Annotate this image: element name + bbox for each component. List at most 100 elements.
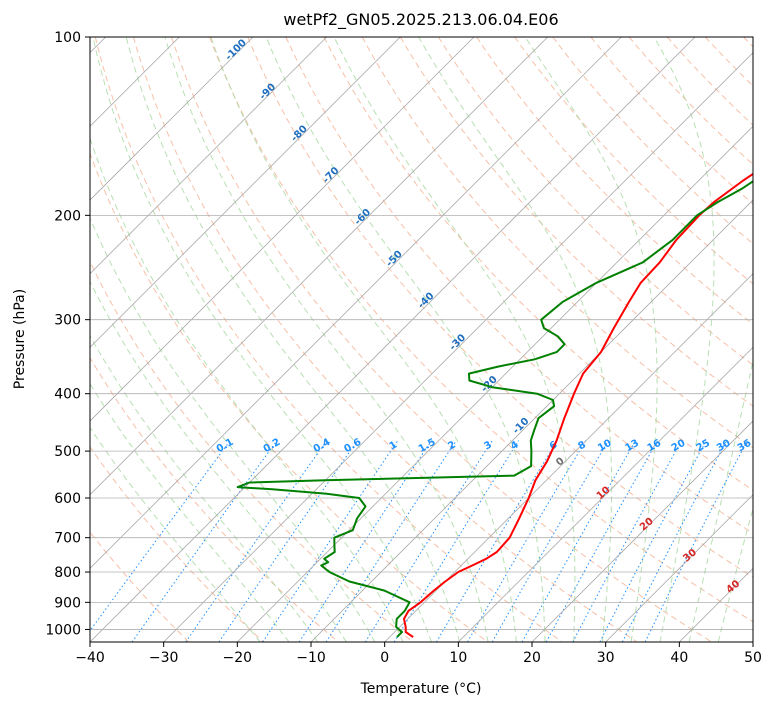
x-tick-label: 30 bbox=[597, 650, 615, 666]
dry-adiabat-label: -60 bbox=[353, 207, 374, 228]
mixing-ratio-line bbox=[325, 440, 457, 642]
mixing-ratio-line bbox=[491, 440, 609, 642]
background-lines bbox=[90, 37, 753, 642]
moist-adiabat-line bbox=[210, 37, 517, 642]
moist-adiabat-line bbox=[418, 37, 613, 642]
x-axis: −40 −30 −20 −10 0 10 20 30 40 50 bbox=[75, 642, 762, 666]
mixing-ratio-label: 4 bbox=[509, 439, 521, 452]
isotherm-line bbox=[90, 37, 401, 348]
x-tick-label: 0 bbox=[380, 650, 389, 666]
mixing-ratio-label: 36 bbox=[736, 438, 754, 455]
dry-adiabat-line bbox=[247, 37, 753, 578]
mixing-ratio-label: 30 bbox=[715, 438, 733, 455]
moist-adiabat-label: 10 bbox=[595, 485, 613, 502]
isotherm-line bbox=[531, 420, 753, 642]
dry-adiabat-label: -100 bbox=[223, 37, 249, 63]
x-tick-label: −30 bbox=[149, 650, 179, 666]
dewpoint-line bbox=[236, 180, 753, 638]
mixing-ratio-line bbox=[90, 440, 231, 632]
moist-adiabat-line bbox=[90, 216, 376, 642]
mixing-ratio-line bbox=[644, 440, 748, 642]
y-tick-label: 600 bbox=[54, 491, 81, 507]
moist-adiabat-line bbox=[92, 37, 432, 642]
moist-adiabat-line bbox=[265, 37, 546, 642]
temperature-line bbox=[403, 172, 753, 638]
mixing-ratio-label: 0.1 bbox=[215, 437, 236, 455]
dry-adiabat-line bbox=[171, 37, 712, 642]
dry-adiabat-line bbox=[94, 37, 563, 642]
y-tick-label: 400 bbox=[54, 387, 81, 403]
isotherm-line bbox=[90, 37, 696, 642]
isotherm-line bbox=[90, 37, 475, 422]
moist-adiabat-label: 20 bbox=[638, 516, 656, 533]
mixing-ratio-line bbox=[262, 440, 399, 642]
dry-adiabat-label: -90 bbox=[258, 82, 279, 103]
dry-adiabat-line bbox=[437, 37, 753, 366]
mixing-ratio-line bbox=[393, 440, 520, 642]
mixing-ratio-label: 1 bbox=[388, 439, 400, 452]
x-tick-label: −10 bbox=[296, 650, 326, 666]
dry-adiabat-label: -40 bbox=[416, 291, 437, 312]
mixing-ratio-label: 8 bbox=[576, 439, 588, 452]
moist-adiabat-label: 0 bbox=[554, 456, 566, 469]
dry-adiabat-line bbox=[552, 37, 753, 245]
y-tick-label: 100 bbox=[54, 30, 81, 46]
y-tick-label: 900 bbox=[54, 595, 81, 611]
moist-adiabat-line bbox=[333, 37, 576, 642]
moist-adiabat-line bbox=[90, 334, 319, 642]
dry-adiabat-line bbox=[209, 37, 753, 623]
x-tick-label: 10 bbox=[449, 650, 467, 666]
mixing-ratio-line bbox=[621, 440, 728, 642]
mixing-ratio-label: 3 bbox=[482, 439, 494, 452]
dry-adiabat-line bbox=[743, 37, 753, 48]
isopleth-labels: -100-90-80-70-60-50-40-30-20-100.1 0.2 0.4… bbox=[215, 37, 754, 595]
moist-adiabat-line bbox=[90, 136, 404, 642]
dry-adiabat-line bbox=[90, 531, 190, 642]
y-tick-label: 300 bbox=[54, 313, 81, 329]
dry-adiabat-line bbox=[399, 37, 753, 407]
y-axis-label: Pressure (hPa) bbox=[12, 289, 28, 389]
x-axis-label: Temperature (°C) bbox=[360, 681, 482, 697]
series-group bbox=[236, 172, 753, 638]
moist-adiabat-label: 40 bbox=[725, 578, 743, 595]
moist-adiabat-line bbox=[90, 426, 261, 642]
isotherm-line bbox=[90, 37, 548, 496]
dry-adiabat-label: -30 bbox=[448, 332, 469, 353]
x-tick-label: −40 bbox=[75, 650, 105, 666]
dry-adiabat-line bbox=[666, 37, 753, 126]
x-tick-label: 40 bbox=[670, 650, 688, 666]
y-tick-label: 200 bbox=[54, 208, 81, 224]
plot-frame bbox=[89, 36, 754, 643]
dry-adiabat-line bbox=[90, 260, 414, 642]
isotherm-line bbox=[90, 37, 622, 569]
dry-adiabat-label: -70 bbox=[321, 165, 342, 186]
mixing-ratio-line bbox=[521, 440, 637, 642]
dry-adiabat-line bbox=[90, 446, 264, 642]
mixing-ratio-line bbox=[545, 440, 659, 642]
dry-adiabat-line bbox=[285, 37, 753, 535]
mixing-ratio-label: 2 bbox=[446, 439, 458, 452]
isotherm-line bbox=[90, 37, 327, 275]
dry-adiabat-line bbox=[90, 356, 339, 642]
isotherm-line bbox=[605, 494, 753, 642]
mixing-ratio-line bbox=[435, 440, 558, 642]
isotherm-line bbox=[458, 346, 753, 642]
x-tick-label: 50 bbox=[744, 650, 762, 666]
dry-adiabat-line bbox=[90, 152, 488, 642]
y-tick-label: 700 bbox=[54, 531, 81, 547]
y-axis: 100 200 300 400 500 600 700 800 900 1000 bbox=[45, 30, 90, 638]
dry-adiabat-line bbox=[476, 37, 753, 325]
isotherm-line bbox=[310, 199, 753, 642]
moist-adiabat-line bbox=[90, 382, 290, 642]
moist-adiabat-line bbox=[90, 280, 347, 642]
isotherm-line bbox=[90, 37, 254, 201]
mixing-ratio-line bbox=[131, 440, 278, 642]
moist-adiabat-line bbox=[653, 37, 715, 642]
mixing-ratio-line bbox=[467, 440, 587, 642]
mixing-ratio-label: 0.4 bbox=[312, 437, 333, 455]
mixing-ratio-line bbox=[298, 440, 432, 642]
moist-adiabat-label: 30 bbox=[681, 547, 699, 564]
isotherm-line bbox=[752, 641, 753, 642]
moist-adiabat-line bbox=[688, 358, 753, 642]
